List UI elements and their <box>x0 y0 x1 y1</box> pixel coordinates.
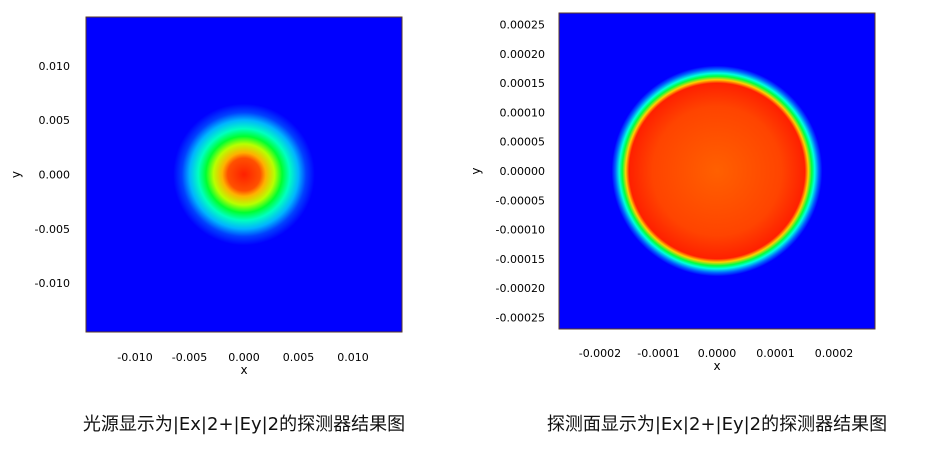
x-tick-label: 0.000 <box>228 351 260 364</box>
caption-detector: 探测面显示为|Ex|2+|Ey|2的探测器结果图 <box>547 414 887 435</box>
x-tick-label: -0.0001 <box>637 347 679 360</box>
y-tick-label: -0.00005 <box>496 194 545 207</box>
y-axis-label: y <box>469 167 483 174</box>
y-tick-label: 0.010 <box>39 60 71 73</box>
y-tick-label: -0.005 <box>35 223 70 236</box>
plot-area-detector <box>558 12 876 330</box>
x-tick-label: 0.0000 <box>698 347 737 360</box>
y-tick-label: -0.010 <box>35 277 70 290</box>
y-tick-labels: 0.00025 0.00020 0.00015 0.00010 0.00005 0.000… <box>496 19 545 325</box>
y-tick-label: -0.00010 <box>496 224 545 237</box>
heatmap-panel-light-source: -0.010 -0.005 0.000 0.005 0.010 0.0100.0050.… <box>9 16 405 435</box>
y-tick-labels: 0.010 0.005 0.000 -0.005 -0.010 <box>35 60 70 290</box>
y-tick-label: -0.00020 <box>496 282 545 295</box>
y-tick-label: 0.00010 <box>500 106 546 119</box>
y-tick-label: 0.005 <box>39 114 71 127</box>
x-axis-label: x <box>240 363 247 377</box>
y-tick-label: 0.00025 <box>500 19 546 32</box>
caption-light-source: 光源显示为|Ex|2+|Ey|2的探测器结果图 <box>83 414 405 435</box>
y-tick-label: -0.00015 <box>496 253 545 266</box>
y-tick-label: 0.00000 <box>500 165 546 178</box>
x-tick-labels: -0.0002 -0.0001 0.0000 0.0001 0.0002 <box>579 347 854 360</box>
y-tick-label: -0.00025 <box>496 311 545 324</box>
y-tick-label: 0.000 <box>39 169 71 182</box>
y-tick-label: 0.00020 <box>500 48 546 61</box>
x-tick-label: 0.010 <box>337 351 369 364</box>
y-tick-label: 0.00015 <box>500 77 546 90</box>
x-axis-label: x <box>713 359 720 373</box>
x-tick-label: -0.010 <box>117 351 152 364</box>
x-tick-label: 0.0002 <box>815 347 854 360</box>
y-axis-label: y <box>9 171 23 178</box>
x-tick-labels: -0.010 -0.005 0.000 0.005 0.010 <box>117 351 368 364</box>
x-tick-label: 0.005 <box>283 351 315 364</box>
plot-area-light-source <box>85 16 403 333</box>
heatmap-panel-detector: -0.0002 -0.0001 0.0000 0.0001 0.0002 0.00025… <box>469 12 887 435</box>
x-tick-label: -0.0002 <box>579 347 621 360</box>
x-tick-label: -0.005 <box>172 351 207 364</box>
x-tick-label: 0.0001 <box>756 347 795 360</box>
y-tick-label: 0.00005 <box>500 136 546 149</box>
